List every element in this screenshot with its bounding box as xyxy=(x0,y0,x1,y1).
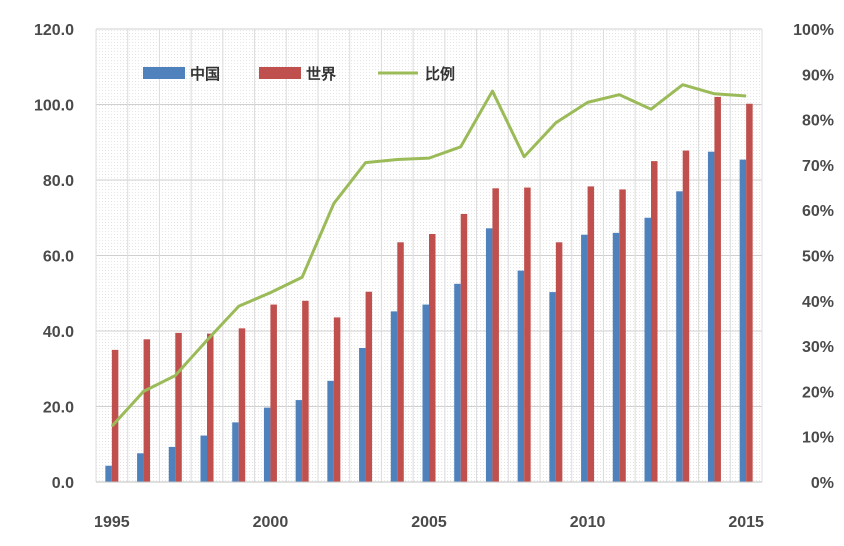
bars xyxy=(105,96,753,483)
x-tick-label: 1995 xyxy=(94,514,130,531)
y-left-tick-label: 120.0 xyxy=(34,22,74,39)
bar xyxy=(492,188,499,482)
y-right-tick-label: 60% xyxy=(802,203,834,220)
bar xyxy=(359,347,366,482)
legend-label: 中国 xyxy=(190,65,220,83)
bar xyxy=(137,453,144,482)
bar xyxy=(485,228,493,482)
legend-label: 世界 xyxy=(306,65,336,83)
bar xyxy=(682,150,690,482)
bar xyxy=(295,400,303,482)
y-left-tick-label: 60.0 xyxy=(43,249,74,266)
line-series xyxy=(110,83,747,428)
bar xyxy=(397,242,404,482)
y-left-tick-label: 80.0 xyxy=(43,173,74,190)
y-right-tick-label: 40% xyxy=(802,294,834,311)
y-left-tick-label: 0.0 xyxy=(52,475,74,492)
y-left-tick-label: 20.0 xyxy=(43,400,74,417)
bar xyxy=(168,446,176,482)
bar xyxy=(612,232,620,482)
y-right-tick-label: 50% xyxy=(802,249,834,266)
y-right-tick-label: 20% xyxy=(802,384,834,401)
x-tick-label: 2010 xyxy=(570,514,606,531)
bar xyxy=(200,435,207,482)
bar xyxy=(105,465,112,482)
bar xyxy=(333,317,341,482)
legend: 中国 世界 比例 xyxy=(143,65,455,83)
bar xyxy=(587,186,595,483)
bar xyxy=(619,189,626,482)
legend-swatch xyxy=(259,67,301,79)
bar xyxy=(644,217,651,482)
bar xyxy=(429,233,436,482)
legend-label: 比例 xyxy=(425,65,455,83)
x-tick-label: 2015 xyxy=(728,514,764,531)
x-tick-label: 2005 xyxy=(411,514,447,531)
bar xyxy=(676,191,683,482)
x-tick-label: 2000 xyxy=(253,514,289,531)
y-left-tick-label: 40.0 xyxy=(43,324,74,341)
bar xyxy=(270,304,277,482)
bar xyxy=(460,213,468,482)
y-right-tick-label: 30% xyxy=(802,339,834,356)
bar xyxy=(707,151,715,482)
bar xyxy=(143,339,151,482)
bar xyxy=(327,380,334,482)
bar xyxy=(524,187,531,483)
bar xyxy=(739,159,747,483)
bar xyxy=(263,407,271,482)
bar xyxy=(238,328,246,482)
y-right-tick-label: 90% xyxy=(802,67,834,84)
bar xyxy=(111,349,119,482)
bar xyxy=(549,292,556,482)
bar xyxy=(207,333,214,482)
bar xyxy=(175,332,182,482)
y-right-tick-label: 100% xyxy=(793,22,834,39)
bar xyxy=(232,422,239,482)
bar xyxy=(555,242,563,482)
y-right-tick-label: 80% xyxy=(802,113,834,130)
y-left-tick-label: 100.0 xyxy=(34,98,74,115)
bar xyxy=(746,103,753,483)
bar xyxy=(651,161,658,482)
axes: 0.0 20.0 40.0 60.0 80.0 100.0 120.0 0% 10% 20% 30%… xyxy=(34,22,834,531)
legend-swatch xyxy=(143,67,185,79)
bar xyxy=(454,283,461,482)
y-right-tick-label: 0% xyxy=(811,475,834,492)
line-series-path xyxy=(110,83,747,428)
bar xyxy=(365,291,373,482)
bar xyxy=(714,96,721,482)
gridlines xyxy=(95,28,763,483)
y-right-tick-label: 70% xyxy=(802,158,834,175)
bar xyxy=(422,304,429,482)
bar xyxy=(390,311,398,482)
bar xyxy=(517,270,525,482)
y-right-tick-label: 10% xyxy=(802,430,834,447)
bar xyxy=(302,300,309,482)
bar xyxy=(581,234,588,482)
